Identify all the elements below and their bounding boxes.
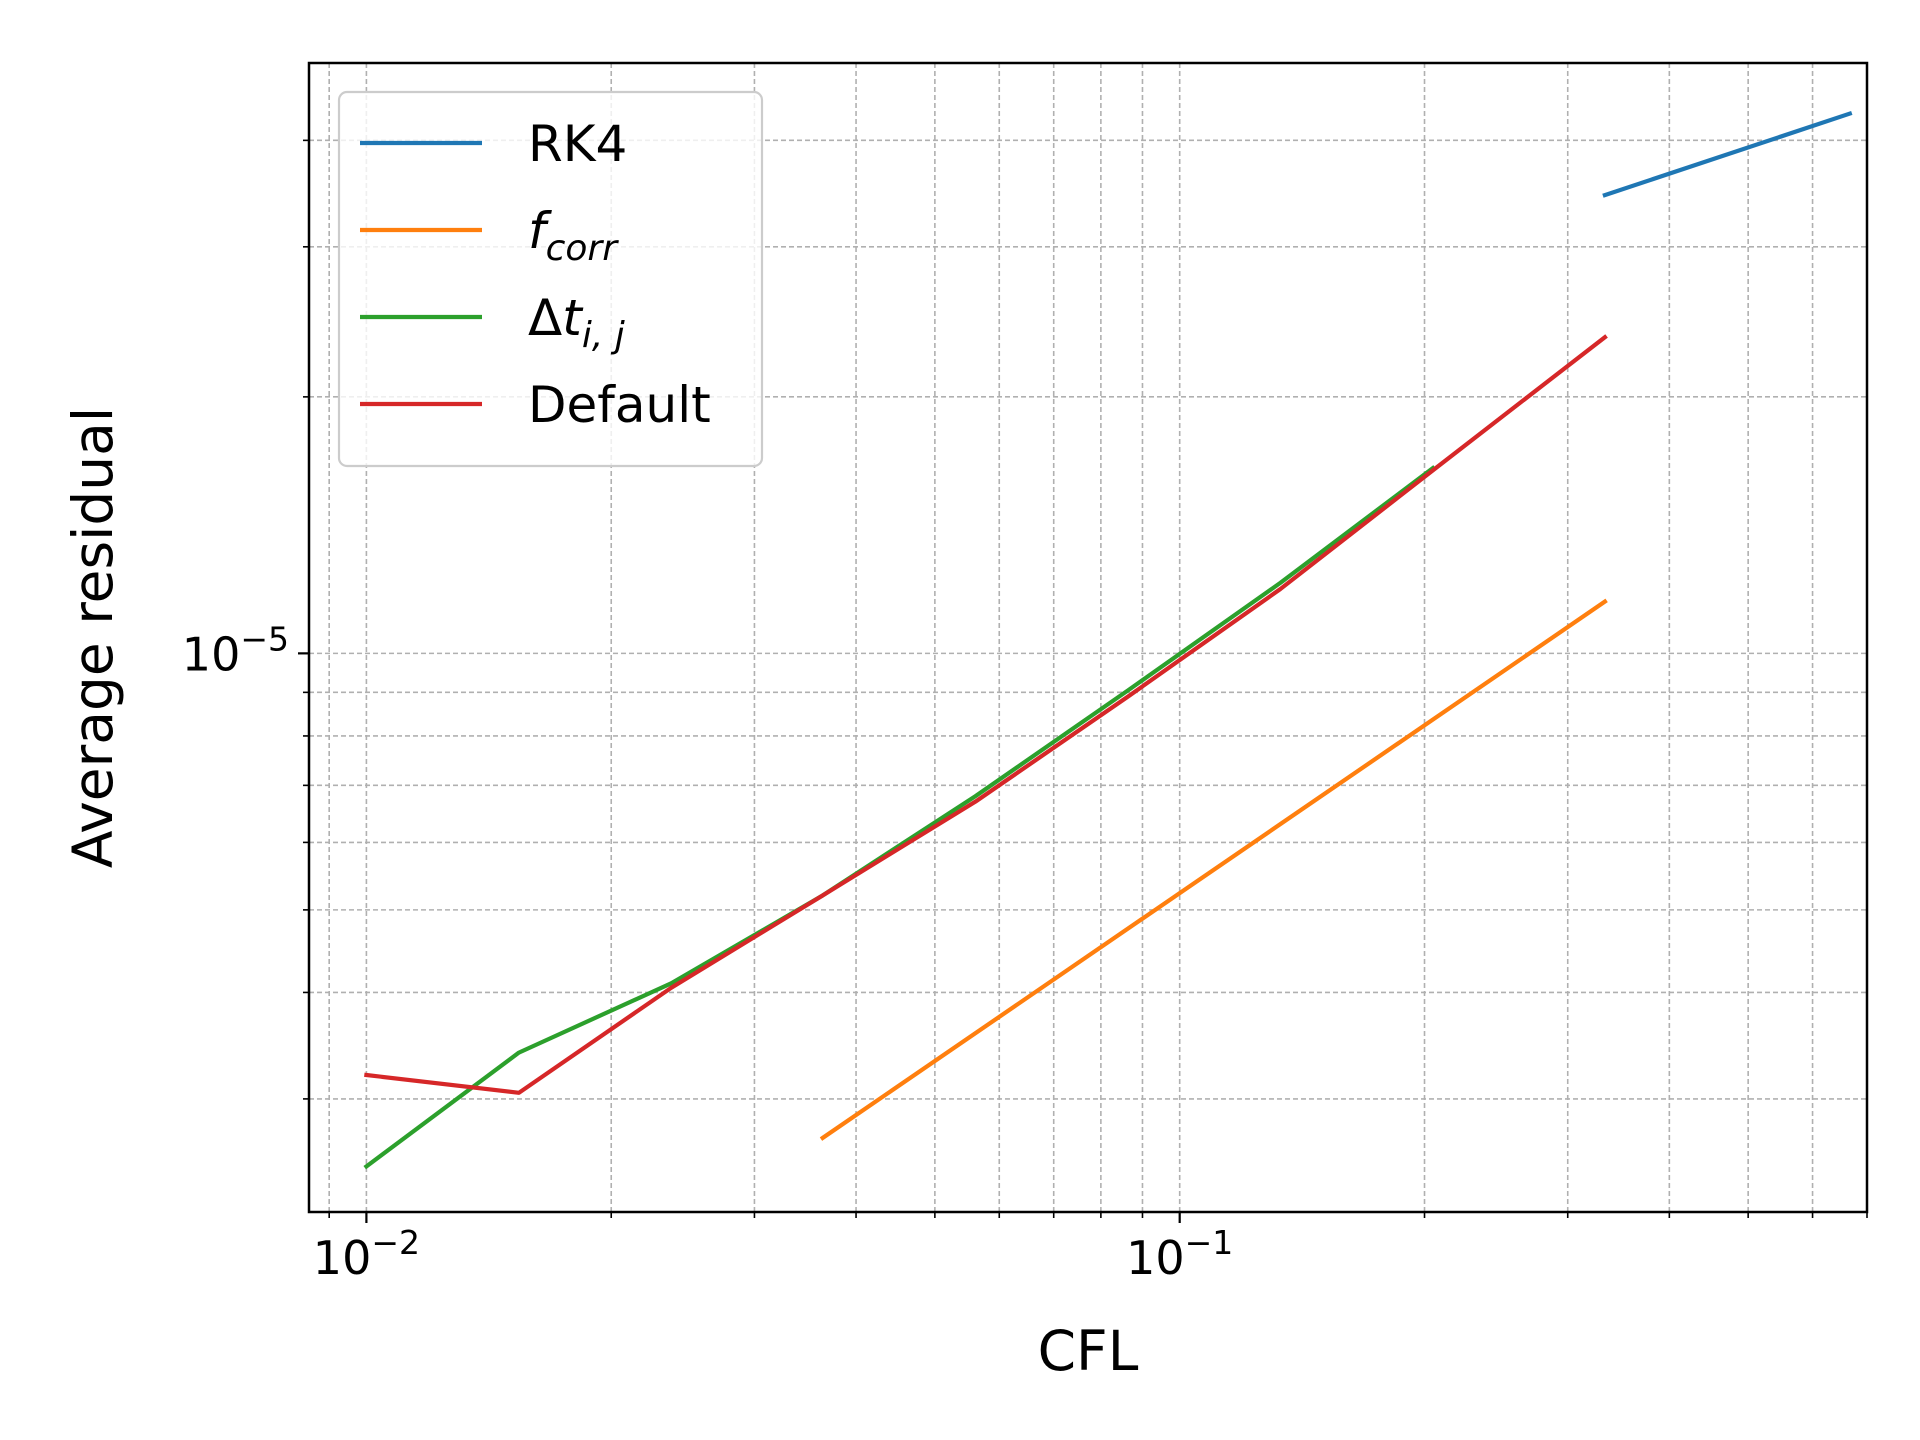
- legend-item: Default: [360, 376, 711, 434]
- y-axis-title: Average residual: [61, 407, 125, 868]
- y-tick-label: 10−5: [182, 619, 289, 681]
- ticks: [298, 139, 1868, 1223]
- legend-label: RK4: [528, 115, 627, 173]
- x-tick-label: 10−1: [1126, 1223, 1233, 1285]
- series-line-default: [364, 334, 1608, 1095]
- tick-labels: 10−2 10−1 10−5: [182, 619, 1233, 1285]
- legend-item: RK4: [360, 115, 627, 173]
- legend-item: Δti, j: [360, 289, 625, 356]
- x-axis-title: CFL: [1038, 1319, 1139, 1383]
- series-layer: [363, 110, 1853, 1170]
- legend-label: Default: [528, 376, 711, 434]
- series-line-f-corr: [819, 598, 1608, 1141]
- series-line-rk4: [1602, 110, 1853, 198]
- legend-box: [337, 90, 764, 468]
- plot-frame: [307, 61, 1869, 1214]
- series-line-t-i-j: [363, 465, 1436, 1170]
- x-tick-label: 10−2: [313, 1223, 420, 1285]
- legend-label: Δti, j: [528, 289, 625, 356]
